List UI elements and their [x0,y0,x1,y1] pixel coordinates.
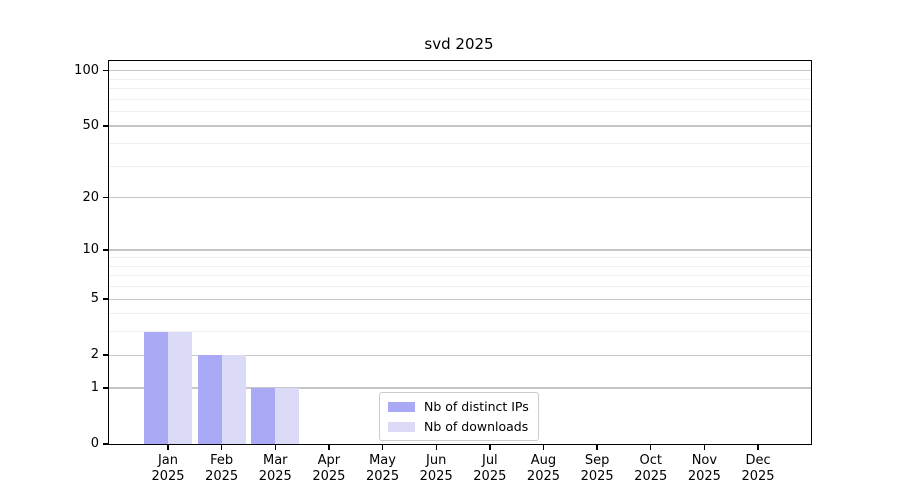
gridline-minor [109,98,811,100]
bar-nb-of-distinct-ips-mar [251,387,276,444]
x-tick-mark [220,445,223,451]
legend-label-downloads: Nb of downloads [424,419,529,434]
x-tick-mark [435,445,437,451]
x-tick-mark [328,445,330,451]
y-tick-mark [102,443,108,445]
x-tick-mark [274,445,276,451]
gridline-minor [109,286,811,288]
gridline-major [109,197,811,199]
x-tick-mark [650,445,652,451]
bar-nb-of-downloads-mar [275,387,300,444]
x-tick-label: Jul 2025 [473,453,507,484]
gridline-minor [109,265,811,267]
x-tick-mark [703,445,706,451]
bar-nb-of-distinct-ips-feb [197,355,222,444]
y-tick-mark [102,387,108,389]
plot-area: Nb of distinct IPs Nb of downloads 0 1 2 5 1… [74,60,812,484]
legend-swatch-downloads-icon [388,421,415,432]
x-tick-label: Mar 2025 [258,453,292,484]
bar-nb-of-downloads-feb [221,355,246,444]
bar-nb-of-downloads-jan [168,331,192,444]
y-tick-mark [102,70,108,72]
y-tick-mark [102,125,108,127]
x-tick-label: Dec 2025 [741,453,775,484]
x-tick-mark [167,445,169,451]
x-tick-mark [596,445,598,451]
gridline-major [109,70,811,72]
gridline-minor [109,111,811,113]
gridline-major [109,298,811,300]
y-tick-label: 100 [74,62,99,78]
gridline-major [109,125,811,127]
y-tick-mark [102,354,108,356]
y-tick-label: 2 [90,347,99,363]
gridline-minor [109,78,811,80]
legend-item-distinct-ips: Nb of distinct IPs [388,399,529,414]
gridline-major [109,249,811,251]
x-tick-mark [381,445,384,451]
x-tick-mark [489,445,491,451]
y-tick-label: 20 [82,189,99,205]
x-tick-mark [542,445,545,451]
x-tick-mark [757,445,759,451]
gridline-minor [109,313,811,315]
legend-label-distinct-ips: Nb of distinct IPs [424,399,529,414]
gridline-minor [109,88,811,90]
x-tick-label: Sep 2025 [580,453,614,484]
gridline-minor [109,143,811,145]
y-tick-label: 5 [90,291,99,307]
x-tick-label: Oct 2025 [634,453,668,484]
gridline-minor [109,257,811,259]
gridline-minor [109,275,811,277]
bar-nb-of-distinct-ips-jan [144,331,168,444]
x-tick-label: Jan 2025 [151,453,185,484]
y-tick-mark [102,249,108,251]
y-tick-label: 50 [82,118,99,134]
y-tick-label: 0 [90,436,99,451]
y-tick-label: 10 [82,242,99,258]
gridline-minor [109,165,811,167]
x-tick-label: Nov 2025 [687,453,721,484]
chart-title: svd 2025 [424,35,494,53]
legend: Nb of distinct IPs Nb of downloads [379,392,539,441]
x-tick-label: Jun 2025 [419,453,453,484]
gridline-minor [109,331,811,333]
y-tick-label: 1 [90,379,99,395]
x-tick-label: Apr 2025 [312,453,346,484]
x-tick-label: Aug 2025 [526,453,561,484]
y-tick-mark [102,298,108,300]
legend-item-downloads: Nb of downloads [388,419,529,434]
y-tick-mark [102,197,108,199]
legend-swatch-distinct-ips-icon [388,401,415,412]
x-tick-label: Feb 2025 [205,453,239,484]
x-tick-label: May 2025 [366,453,400,484]
